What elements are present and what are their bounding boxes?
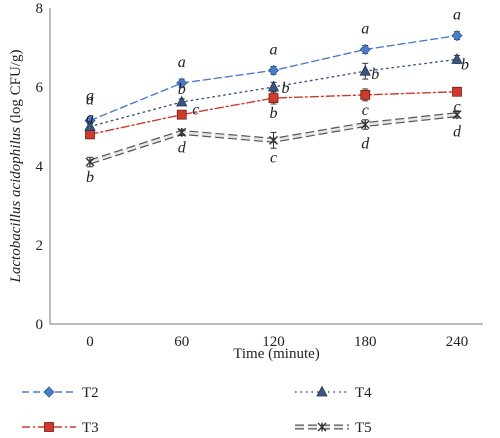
data-point (176, 95, 188, 107)
significance-letter: d (361, 136, 370, 153)
data-point (359, 43, 371, 56)
data-point (360, 90, 371, 100)
significance-letter: a (86, 88, 94, 105)
data-point (85, 129, 95, 140)
y-tick-label: 6 (36, 80, 44, 96)
data-point (451, 52, 463, 64)
series-t4: a b bbb (84, 52, 469, 131)
data-point (451, 30, 463, 42)
y-tick-label: 0 (36, 317, 44, 333)
series-t5: b d c d d (85, 110, 462, 186)
data-point (267, 80, 280, 92)
significance-letter: d (453, 124, 462, 141)
legend-label: T3 (82, 420, 99, 436)
significance-letter: c (453, 99, 460, 116)
data-point (85, 157, 95, 167)
significance-letter: b (461, 56, 469, 73)
significance-letter: c (270, 149, 277, 166)
y-axis-title: Lactobacillus acidophilus (log CFU/g) (8, 50, 24, 284)
x-tick-label: 180 (354, 334, 377, 350)
series-t3: a c b c c (85, 86, 462, 140)
significance-letter: a (361, 20, 369, 37)
data-point (359, 64, 371, 76)
legend-marker (43, 386, 55, 398)
significance-letter: b (86, 169, 94, 186)
data-point (452, 86, 462, 97)
y-axis-title-unit: (log CFU/g) (8, 50, 24, 128)
significance-letter: a (453, 7, 461, 24)
data-point (360, 120, 370, 130)
legend-item-t3: T3 (22, 420, 99, 436)
legend-label: T2 (82, 385, 99, 401)
significance-letter: b (282, 80, 290, 97)
data-point (269, 135, 278, 145)
data-point (268, 93, 279, 103)
x-tick-label: 60 (174, 334, 189, 350)
legend-label: T4 (355, 385, 372, 401)
legend-marker (44, 422, 54, 432)
significance-letter: c (362, 102, 369, 119)
data-point (177, 127, 187, 137)
legend-item-t4: T4 (295, 385, 372, 401)
legend: T2 T3 T4 T5 (22, 385, 372, 436)
data-point (452, 110, 462, 120)
data-point (84, 120, 96, 131)
significance-letter: b (270, 105, 278, 122)
significance-letter: a (178, 54, 186, 71)
legend-item-t5: T5 (295, 420, 372, 436)
y-tick-label: 8 (36, 1, 44, 17)
y-tick-label: 4 (36, 159, 44, 175)
x-tick-label: 0 (86, 334, 94, 350)
data-point (176, 109, 187, 120)
data-point (267, 64, 280, 76)
legend-marker (316, 385, 328, 397)
significance-letter: c (192, 102, 199, 119)
significance-letter: a (270, 41, 278, 58)
x-tick-label: 240 (446, 334, 469, 350)
y-axis-title-organism: Lactobacillus acidophilus (8, 127, 24, 284)
x-axis-title: Time (minute) (233, 346, 320, 362)
y-tick-label: 2 (36, 238, 44, 254)
data-point (176, 77, 188, 89)
legend-label: T5 (355, 420, 372, 436)
legend-item-t2: T2 (22, 385, 99, 401)
significance-letter: a (86, 109, 94, 126)
x-tick-label: 120 (262, 334, 285, 350)
axes: 0 2 4 6 8 0 60 120 180 240 Time (minute) Lactobacil… (8, 1, 483, 362)
significance-letter: d (178, 139, 187, 156)
legend-marker (317, 422, 327, 432)
significance-letter: b (178, 81, 186, 98)
significance-letter: a (86, 92, 94, 109)
significance-letter: b (371, 66, 379, 83)
